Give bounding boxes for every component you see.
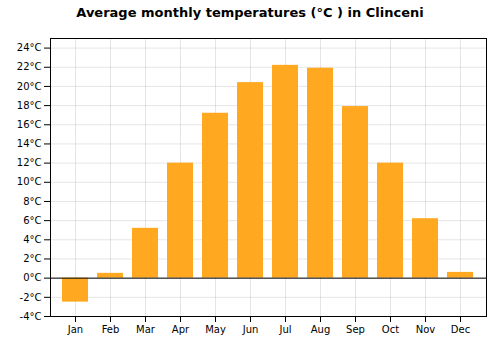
svg-text:-2°C: -2°C <box>20 292 42 303</box>
svg-text:Mar: Mar <box>136 324 156 335</box>
svg-text:8°C: 8°C <box>23 196 41 207</box>
html-text:Average monthly temperatures (: Average monthly temperatures (°C ) in Cl… <box>76 5 424 20</box>
svg-text:Aug: Aug <box>311 324 331 335</box>
svg-text:22°C: 22°C <box>17 61 42 72</box>
svg-text:Jun: Jun <box>242 324 259 335</box>
svg-text:10°C: 10°C <box>17 176 42 187</box>
svg-text:2°C: 2°C <box>23 253 41 264</box>
svg-text:Jan: Jan <box>67 324 83 335</box>
svg-text:0°C: 0°C <box>23 272 41 283</box>
svg-text:Apr: Apr <box>172 324 190 335</box>
svg-text:Feb: Feb <box>102 324 120 335</box>
svg-text:16°C: 16°C <box>17 119 42 130</box>
svg-text:Oct: Oct <box>382 324 399 335</box>
svg-text:Nov: Nov <box>416 324 436 335</box>
svg-text:24°C: 24°C <box>17 42 42 53</box>
svg-text:12°C: 12°C <box>17 157 42 168</box>
svg-text:18°C: 18°C <box>17 100 42 111</box>
svg-text:4°C: 4°C <box>23 234 41 245</box>
svg-text:6°C: 6°C <box>23 215 41 226</box>
svg-text:May: May <box>205 324 226 335</box>
svg-text:Dec: Dec <box>451 324 470 335</box>
svg-text:20°C: 20°C <box>17 81 42 92</box>
svg-text:Jul: Jul <box>278 324 291 335</box>
svg-text:14°C: 14°C <box>17 138 42 149</box>
svg-text:-4°C: -4°C <box>20 311 42 322</box>
svg-text:Sep: Sep <box>346 324 365 335</box>
